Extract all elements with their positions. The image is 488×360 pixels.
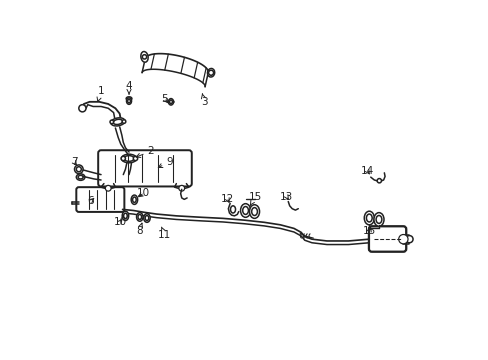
Ellipse shape (373, 213, 383, 226)
Ellipse shape (126, 97, 132, 100)
Circle shape (79, 105, 86, 112)
Text: 2: 2 (136, 146, 154, 157)
Text: 15: 15 (362, 226, 375, 236)
Ellipse shape (242, 207, 248, 215)
Circle shape (121, 156, 125, 161)
Circle shape (405, 235, 412, 243)
Circle shape (105, 185, 111, 191)
Ellipse shape (78, 175, 83, 179)
Circle shape (179, 185, 184, 191)
Ellipse shape (136, 213, 142, 221)
Ellipse shape (111, 118, 125, 126)
Ellipse shape (168, 100, 174, 104)
Text: 13: 13 (280, 192, 293, 202)
Ellipse shape (124, 156, 134, 161)
Ellipse shape (122, 211, 128, 221)
Ellipse shape (127, 99, 130, 103)
Ellipse shape (138, 215, 142, 220)
Circle shape (133, 156, 137, 161)
Ellipse shape (145, 216, 148, 221)
Text: 5: 5 (161, 94, 168, 104)
Circle shape (376, 179, 381, 183)
Ellipse shape (240, 204, 250, 217)
Ellipse shape (143, 214, 150, 222)
Text: 15: 15 (248, 192, 262, 205)
FancyBboxPatch shape (98, 150, 191, 186)
Circle shape (110, 120, 113, 124)
Ellipse shape (141, 51, 148, 62)
Text: 4: 4 (125, 81, 132, 94)
Text: 1: 1 (97, 86, 104, 102)
Ellipse shape (249, 205, 259, 219)
Circle shape (122, 120, 125, 123)
Ellipse shape (375, 216, 381, 224)
Ellipse shape (121, 154, 136, 163)
FancyBboxPatch shape (76, 187, 124, 212)
Circle shape (142, 55, 146, 59)
Ellipse shape (168, 99, 173, 105)
Ellipse shape (113, 119, 122, 125)
Circle shape (398, 234, 407, 244)
Text: 12: 12 (220, 194, 233, 204)
Text: 8: 8 (136, 223, 142, 236)
Text: 9: 9 (158, 157, 172, 167)
Ellipse shape (251, 208, 257, 216)
Text: 11: 11 (158, 227, 171, 240)
Ellipse shape (131, 195, 137, 204)
Ellipse shape (230, 206, 235, 213)
Ellipse shape (169, 100, 172, 104)
Text: 3: 3 (201, 94, 207, 107)
Text: 7: 7 (71, 157, 77, 167)
Ellipse shape (132, 197, 136, 202)
Ellipse shape (123, 213, 127, 219)
Text: 10: 10 (113, 217, 126, 227)
Ellipse shape (74, 165, 83, 174)
Ellipse shape (126, 98, 131, 104)
Ellipse shape (76, 167, 81, 172)
Ellipse shape (364, 211, 373, 225)
Ellipse shape (207, 68, 214, 77)
Text: 10: 10 (137, 188, 150, 198)
Text: 14: 14 (360, 166, 373, 176)
Ellipse shape (76, 174, 85, 180)
FancyBboxPatch shape (368, 226, 406, 252)
Text: 6: 6 (87, 196, 94, 206)
Circle shape (208, 70, 213, 75)
Ellipse shape (366, 214, 371, 222)
